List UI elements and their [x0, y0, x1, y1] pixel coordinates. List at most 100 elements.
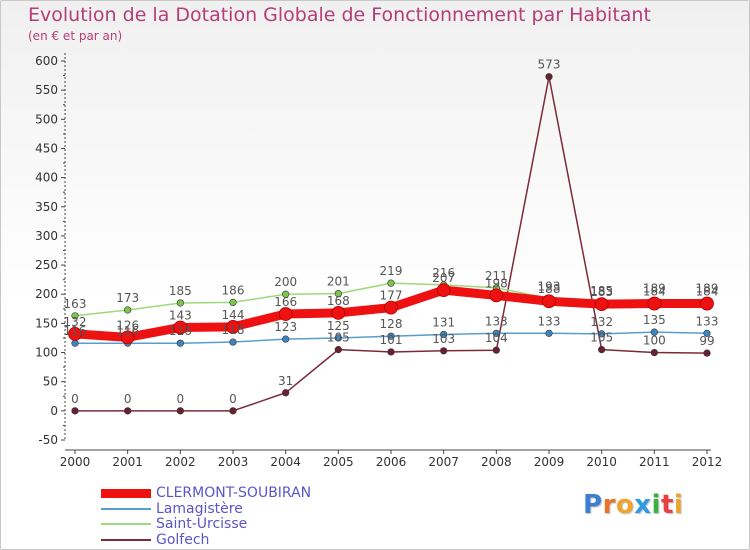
data-label-clermont-soubiran: 183 [590, 285, 613, 299]
data-label-saint-urcisse: 211 [485, 269, 508, 283]
axes: -50 0 50 100 150 200 250 300 350 400 450 500 550 600 2… [35, 53, 722, 469]
point-clermont-soubiran [384, 300, 398, 315]
y-tick-label: 200 [35, 287, 58, 301]
point-lamagist-re [650, 328, 658, 336]
point-golfech [282, 389, 290, 397]
data-label-golfech: 101 [380, 333, 403, 347]
data-label-golfech: 99 [699, 334, 714, 348]
x-tick-label: 2010 [586, 455, 617, 469]
y-tick-label: 300 [35, 229, 58, 243]
point-clermont-soubiran [120, 330, 135, 345]
legend-label-clermont-soubiran: CLERMONT-SOUBIRAN [156, 485, 312, 501]
y-tick-label: 500 [35, 112, 58, 126]
data-label-golfech: 0 [229, 392, 237, 406]
point-saint-urcisse [124, 306, 132, 314]
series-line-golfech [74, 75, 708, 412]
data-label-saint-urcisse: 201 [327, 275, 350, 289]
point-lamagist-re [229, 338, 237, 346]
data-label-saint-urcisse: 189 [643, 282, 666, 296]
point-golfech [703, 349, 711, 357]
series-clermont-soubiran [68, 283, 714, 345]
data-label-clermont-soubiran: 126 [116, 318, 139, 332]
point-saint-urcisse [282, 290, 290, 298]
data-label-golfech: 103 [432, 332, 455, 346]
point-lamagist-re [282, 335, 290, 343]
x-tick-label: 2004 [270, 455, 301, 469]
data-label-clermont-soubiran: 132 [64, 315, 87, 329]
data-label-lamagist-re: 132 [590, 315, 613, 329]
legend-label-golfech: Golfech [156, 531, 210, 548]
logo-letter: i [651, 490, 661, 520]
point-clermont-soubiran [331, 305, 346, 320]
point-golfech [229, 407, 237, 415]
data-label-lamagist-re: 116 [64, 324, 87, 338]
point-lamagist-re [71, 339, 79, 347]
point-golfech [71, 407, 79, 415]
legend-swatch-clermont-soubiran [101, 489, 151, 498]
y-tick-label: 550 [35, 83, 58, 97]
data-label-clermont-soubiran: 198 [485, 276, 508, 290]
x-tick-label: 2003 [218, 455, 249, 469]
data-label-clermont-soubiran: 184 [696, 285, 719, 299]
y-tick-label: 600 [35, 54, 58, 68]
point-lamagist-re [703, 329, 711, 337]
data-label-saint-urcisse: 185 [169, 284, 192, 298]
point-lamagist-re [387, 332, 395, 340]
chart-subtitle: (en € et par an) [28, 29, 123, 43]
point-clermont-soubiran [700, 296, 714, 311]
data-label-lamagist-re: 125 [327, 319, 350, 333]
x-tick-label: 2006 [376, 455, 407, 469]
point-golfech [650, 348, 658, 357]
point-golfech [440, 347, 448, 355]
proxiti-logo: Proxiti [583, 490, 683, 520]
point-golfech [334, 346, 342, 354]
data-label-saint-urcisse: 200 [274, 275, 297, 289]
y-tick-label: 0 [50, 404, 58, 418]
logo-letter: x [634, 490, 652, 520]
point-lamagist-re [176, 339, 184, 347]
data-label-golfech: 0 [177, 392, 185, 406]
data-label-clermont-soubiran: 188 [538, 282, 561, 296]
legend-swatch-lamagist-re [101, 507, 151, 510]
y-tick-label: 350 [35, 200, 58, 214]
y-tick-label: 450 [35, 141, 58, 155]
x-tick-label: 2008 [481, 455, 512, 469]
x-tick-label: 2005 [323, 455, 354, 469]
logo-letter: P [583, 490, 603, 520]
y-tick-label: 400 [35, 171, 58, 185]
data-label-saint-urcisse: 173 [116, 291, 139, 305]
data-label-saint-urcisse: 193 [538, 279, 561, 293]
data-label-golfech: 0 [124, 392, 132, 406]
series-layer [68, 73, 714, 415]
data-label-saint-urcisse: 186 [222, 283, 245, 297]
point-clermont-soubiran [594, 297, 609, 312]
data-label-golfech: 104 [485, 331, 508, 345]
point-clermont-soubiran [436, 283, 451, 298]
x-tick-label: 2012 [692, 455, 723, 469]
data-label-clermont-soubiran: 168 [327, 294, 350, 308]
data-labels: 0 0 0 0 31 105 101 103 104 573 105 100 99 116 116 116 11… [64, 58, 719, 406]
logo-letter: r [602, 490, 616, 520]
chart-title: Evolution de la Dotation Globale de Fonc… [28, 4, 651, 26]
data-label-golfech: 100 [643, 334, 666, 348]
point-clermont-soubiran [489, 288, 504, 303]
point-clermont-soubiran [173, 320, 188, 335]
y-tick-label: 100 [35, 346, 58, 360]
data-label-lamagist-re: 123 [274, 320, 297, 334]
y-tick-label: 250 [35, 258, 58, 272]
point-saint-urcisse [176, 299, 184, 307]
point-saint-urcisse [71, 312, 79, 320]
legend-label-lamagist-re: Lamagistère [156, 500, 243, 517]
legend-label-saint-urcisse: Saint-Urcisse [156, 516, 248, 532]
data-label-golfech: 105 [327, 331, 350, 345]
point-golfech [545, 73, 553, 81]
series-golfech [71, 73, 711, 415]
data-label-lamagist-re: 133 [696, 314, 719, 328]
point-saint-urcisse [229, 298, 237, 306]
data-label-clermont-soubiran: 166 [274, 295, 297, 309]
x-tick-label: 2000 [60, 455, 91, 469]
data-label-saint-urcisse: 189 [696, 282, 719, 296]
data-label-saint-urcisse: 163 [64, 297, 87, 311]
point-lamagist-re [492, 329, 500, 337]
point-clermont-soubiran [647, 296, 662, 311]
